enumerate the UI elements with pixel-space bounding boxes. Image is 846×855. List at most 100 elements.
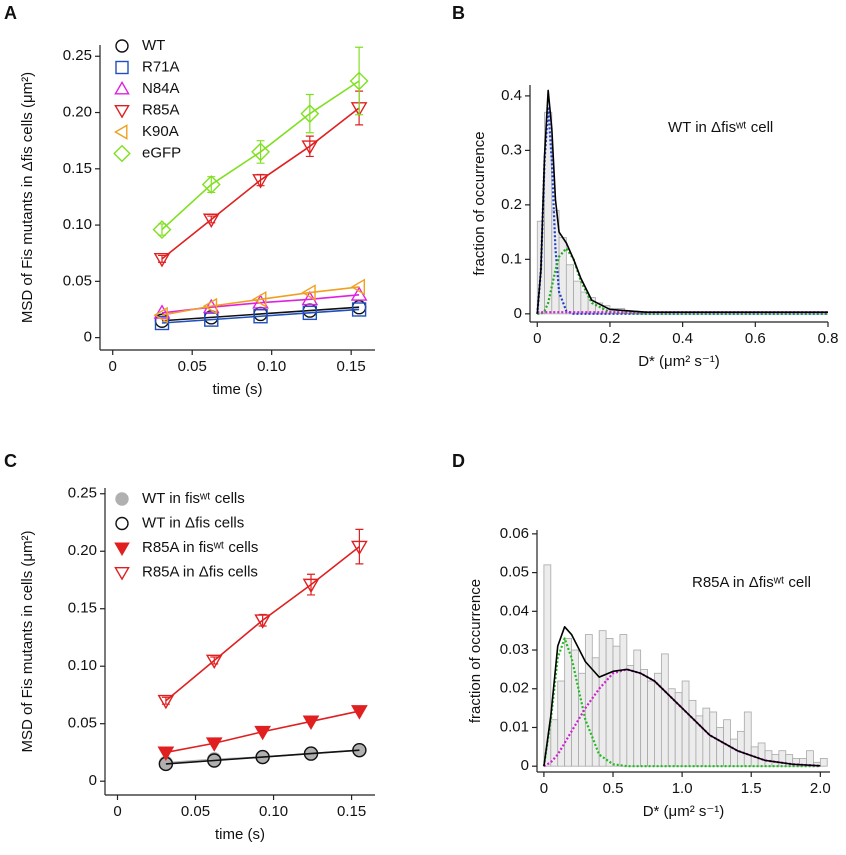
legend-label: R85A in fisʷᵗ cells [142, 539, 258, 556]
histogram-bar [633, 649, 642, 767]
marker [152, 220, 172, 240]
x-tick-label: 0.6 [745, 330, 766, 347]
histogram-bar [688, 699, 697, 767]
marker [207, 752, 222, 767]
x-axis-label: time (s) [213, 381, 263, 398]
marker [302, 715, 320, 730]
marker [302, 305, 318, 321]
histogram-bar [757, 742, 766, 767]
panel-label: D [452, 451, 465, 471]
y-tick-label: 0.15 [63, 160, 92, 177]
y-tick-label: 0.10 [68, 657, 97, 674]
x-tick-label: 0.8 [818, 330, 839, 347]
y-tick-label: 0 [89, 772, 97, 789]
marker [154, 315, 170, 331]
marker [300, 104, 320, 124]
histogram-bar [660, 653, 669, 767]
error-bar [305, 93, 314, 134]
marker [115, 516, 129, 531]
histogram-bar [626, 665, 635, 767]
y-axis-label: fraction of occurrence [471, 131, 488, 275]
legend-label: WT in Δfis cells [142, 514, 244, 531]
x-axis-label: time (s) [215, 826, 265, 843]
marker [157, 694, 175, 710]
marker [114, 124, 128, 140]
histogram-bar [771, 754, 780, 767]
x-tick-label: 2.0 [810, 780, 831, 797]
x-axis-label: D* (μm² s⁻¹) [638, 353, 720, 370]
fit-curve [543, 625, 821, 767]
marker [254, 725, 271, 741]
y-tick-label: 0.25 [68, 485, 97, 502]
marker [252, 174, 269, 189]
x-tick-label: 0.4 [672, 330, 693, 347]
histogram-bar [598, 630, 607, 767]
marker [251, 142, 270, 162]
histogram-bar [573, 280, 582, 315]
marker [351, 302, 367, 317]
y-tick-label: 0.4 [501, 87, 522, 104]
histogram-bar [806, 750, 814, 767]
histogram-bar [716, 727, 724, 767]
histogram-bar [640, 668, 648, 767]
histogram-bar [737, 730, 745, 767]
marker [201, 175, 221, 194]
error-bar [355, 528, 364, 565]
marker [202, 297, 218, 315]
marker [254, 614, 271, 629]
legend-label: WT in fisʷᵗ cells [142, 490, 245, 507]
marker [115, 492, 129, 506]
marker [352, 742, 367, 758]
x-tick-label: 0.05 [181, 803, 210, 820]
histogram-bar [612, 645, 621, 767]
error-bar [157, 223, 166, 236]
x-tick-label: 0 [533, 330, 541, 347]
marker [205, 737, 223, 752]
panel-label: B [452, 3, 465, 23]
y-tick-label: 0 [84, 329, 92, 346]
marker [253, 309, 268, 324]
y-axis-label: MSD of Fis mutants in cells (μm²) [19, 530, 36, 752]
annotation: WT in Δfisʷᵗ cell [668, 119, 773, 136]
histogram-bar [557, 680, 566, 767]
histogram-bar [619, 634, 628, 767]
y-tick-label: 0.20 [63, 103, 92, 120]
histogram-bar [584, 634, 593, 767]
x-tick-label: 0.10 [259, 803, 288, 820]
marker [351, 705, 368, 720]
annotation: R85A in Δfisʷᵗ cell [692, 574, 811, 591]
histogram-bar [605, 638, 614, 767]
histogram-bar [565, 264, 575, 315]
y-tick-label: 0.05 [63, 272, 92, 289]
y-tick-label: 0.06 [500, 525, 529, 542]
marker [114, 104, 130, 119]
y-tick-label: 0.3 [501, 141, 522, 158]
y-tick-label: 0.05 [500, 564, 529, 581]
y-tick-label: 0.02 [500, 680, 529, 697]
y-tick-label: 0.10 [63, 216, 92, 233]
histogram-bar [681, 680, 690, 767]
y-tick-label: 0.2 [501, 196, 522, 213]
marker [153, 306, 168, 324]
fit-curve [536, 89, 828, 314]
marker [157, 746, 175, 762]
histogram-bar [819, 758, 828, 767]
histogram-bar [730, 738, 738, 767]
legend-label: WT [142, 37, 165, 54]
x-tick-label: 1.5 [741, 780, 762, 797]
marker [114, 81, 130, 95]
x-tick-label: 0 [540, 780, 548, 797]
marker [153, 304, 171, 319]
marker [205, 654, 223, 670]
marker [115, 39, 129, 53]
fit-line [161, 308, 360, 324]
histogram-bar [543, 564, 552, 767]
marker [252, 290, 267, 308]
marker [255, 749, 270, 765]
y-tick-label: 0.03 [500, 641, 529, 658]
marker [303, 746, 319, 761]
y-tick-label: 0.20 [68, 542, 97, 559]
histogram-bar [647, 680, 655, 767]
plot-area [536, 89, 828, 315]
